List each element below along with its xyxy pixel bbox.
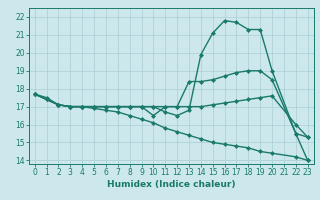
X-axis label: Humidex (Indice chaleur): Humidex (Indice chaleur)	[107, 180, 236, 189]
